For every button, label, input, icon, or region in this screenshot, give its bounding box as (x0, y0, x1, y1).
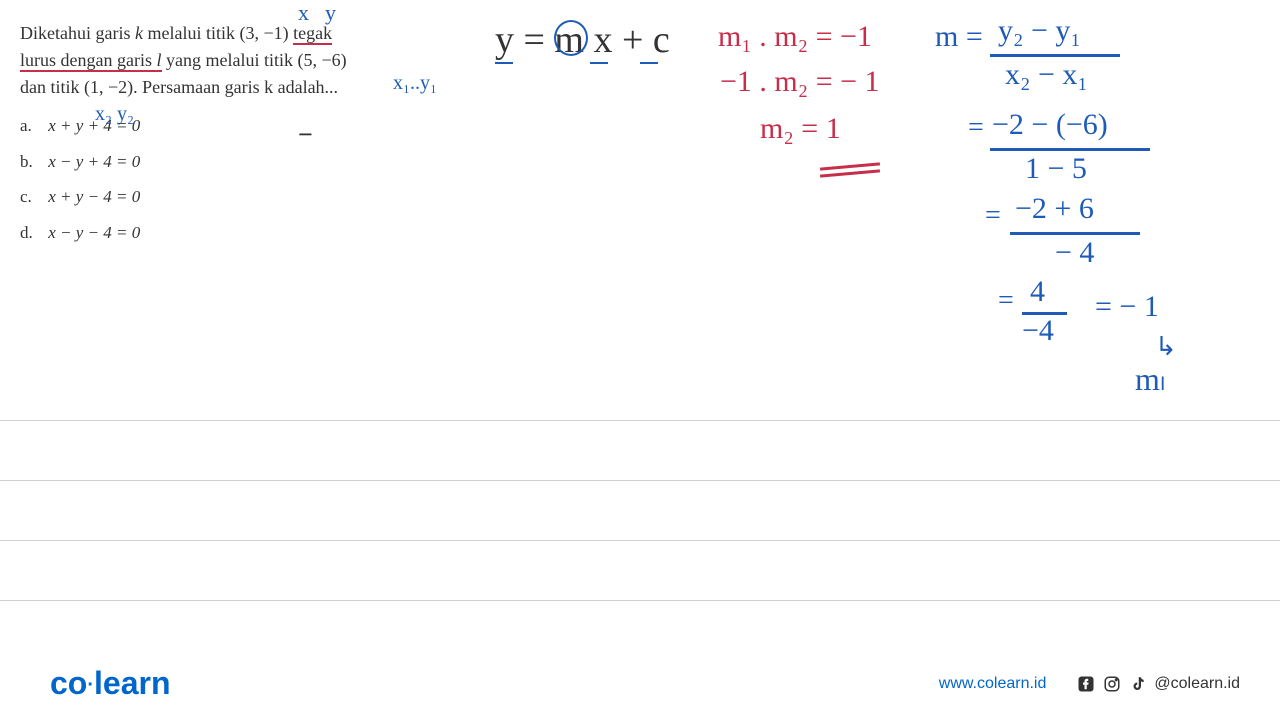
q-line1-mid: melalui titik (3, −1) (143, 23, 293, 43)
hw-x2y2: x₂ y₂ (95, 103, 134, 126)
ruled-line (0, 480, 1280, 540)
footer: co·learn www.colearn.id @colearn.id (0, 665, 1280, 702)
hw-neg1m2: −1 . m₂ = − 1 (720, 65, 880, 99)
question-block: Diketahui garis k melalui titik (3, −1) … (20, 20, 460, 255)
hw-calc3-result: = − 1 (1095, 290, 1159, 324)
option-a-label: a. (20, 113, 44, 139)
option-a: a. x + y + 4 = 0 (20, 113, 460, 139)
tiktok-icon (1128, 674, 1148, 694)
social-handle: @colearn.id (1154, 675, 1240, 693)
ruled-line (0, 420, 1280, 480)
options-list: a. x + y + 4 = 0 b. x − y + 4 = 0 c. x +… (20, 113, 460, 245)
logo-dot: · (87, 674, 94, 696)
q-tegak: tegak (293, 23, 332, 45)
hw-calc3-eq: = (998, 285, 1014, 317)
logo: co·learn (50, 665, 171, 702)
hw-x-label: x (298, 0, 309, 26)
q-line3: dan titik (1, −2). Persamaan garis k ada… (20, 77, 338, 97)
q-k: k (135, 23, 143, 43)
instagram-icon (1102, 674, 1122, 694)
hw-x1y1: x₁..y₁ (393, 72, 437, 95)
q-lurus-dengan: lurus dengan (20, 50, 117, 72)
option-d-text: x − y − 4 = 0 (48, 223, 140, 242)
hw-m-num: y₂ − y₁ (998, 14, 1081, 48)
ruled-line (0, 540, 1280, 600)
hw-circle-m (554, 20, 588, 56)
option-c-text: x + y − 4 = 0 (48, 187, 140, 206)
hw-m-fracline (990, 54, 1120, 57)
hw-y-label: y (325, 0, 336, 26)
q-line2-post: yang melalui titik (5, −6) (162, 50, 347, 70)
hw-ul-c (640, 62, 658, 64)
hw-calc2-fracline (1010, 232, 1140, 235)
hw-m-eq: m = (935, 20, 983, 54)
hw-minus: − (298, 120, 313, 150)
hw-calc3-num: 4 (1030, 275, 1045, 309)
hw-calc1-num: −2 − (−6) (992, 108, 1108, 142)
footer-url: www.colearn.id (939, 675, 1047, 693)
logo-co: co (50, 665, 87, 701)
hw-arrow: ↳ (1155, 332, 1177, 362)
hw-m2eq1: m₂ = 1 (760, 112, 841, 146)
footer-right: www.colearn.id @colearn.id (939, 674, 1240, 694)
hw-calc3-den: −4 (1022, 314, 1054, 348)
hw-ml: mₗ (1135, 360, 1165, 398)
hw-calc2-num: −2 + 6 (1015, 192, 1094, 226)
hw-calc1-fracline (990, 148, 1150, 151)
hw-calc1-eq: = (968, 112, 984, 144)
option-d: d. x − y − 4 = 0 (20, 220, 460, 246)
ruled-line (0, 600, 1280, 660)
option-b: b. x − y + 4 = 0 (20, 149, 460, 175)
q-line1-pre: Diketahui garis (20, 23, 135, 43)
option-c-label: c. (20, 184, 44, 210)
hw-ul-x (590, 62, 608, 64)
option-d-label: d. (20, 220, 44, 246)
logo-learn: learn (94, 665, 170, 701)
q-garis: garis (117, 50, 157, 72)
social-block: @colearn.id (1076, 674, 1240, 694)
hw-m-den: x₂ − x₁ (1005, 58, 1088, 92)
hw-m1m2: m₁ . m₂ = −1 (718, 20, 872, 54)
option-c: c. x + y − 4 = 0 (20, 184, 460, 210)
hw-calc2-eq: = (985, 200, 1001, 232)
option-b-text: x − y + 4 = 0 (48, 152, 140, 171)
hw-calc1-den: 1 − 5 (1025, 152, 1087, 186)
hw-ul-y (495, 62, 513, 64)
facebook-icon (1076, 674, 1096, 694)
option-b-label: b. (20, 149, 44, 175)
ruled-lines (0, 420, 1280, 660)
hw-calc2-den: − 4 (1055, 236, 1094, 270)
